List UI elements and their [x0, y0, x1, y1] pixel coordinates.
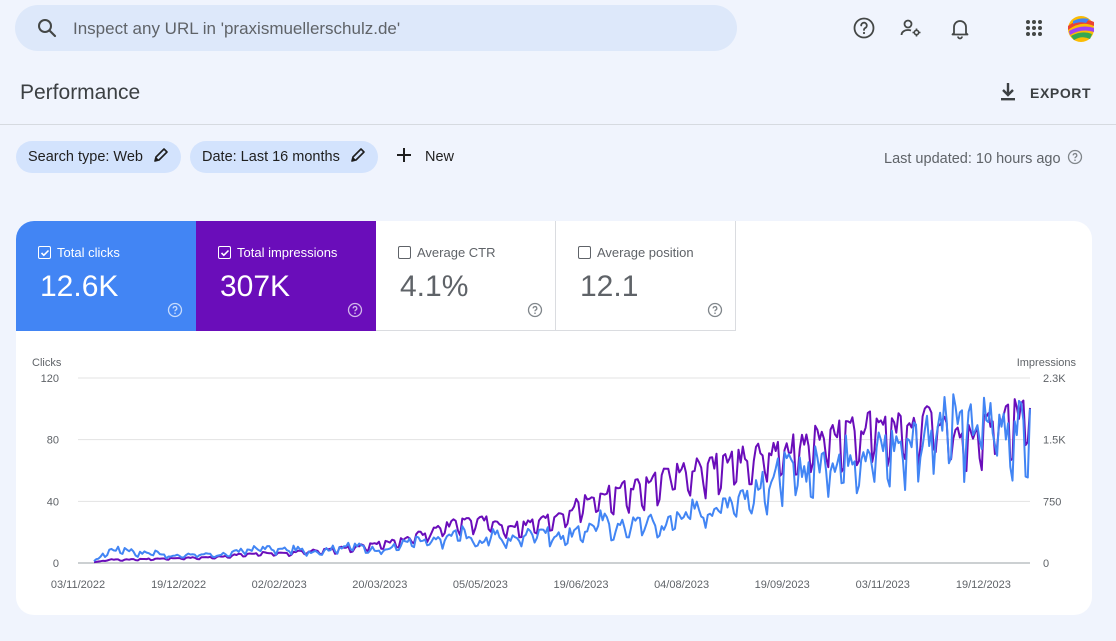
- manage-users-icon[interactable]: [897, 14, 925, 42]
- metric-label: Total clicks: [57, 245, 120, 260]
- plus-icon: [395, 146, 413, 168]
- performance-card: Total clicks 12.6K Total impressions 307…: [16, 221, 1092, 615]
- x-tick-label: 04/08/2023: [654, 579, 709, 591]
- bell-icon[interactable]: [946, 14, 974, 42]
- search-type-label: Search type: Web: [28, 149, 143, 165]
- metric-total-impressions[interactable]: Total impressions 307K: [196, 221, 376, 331]
- x-tick-label: 20/03/2023: [352, 579, 407, 591]
- edit-icon[interactable]: [350, 147, 366, 167]
- checkbox-unchecked[interactable]: [398, 246, 411, 259]
- metric-value: 12.1: [580, 270, 639, 303]
- y2-tick-label: 2.3K: [1043, 373, 1066, 385]
- y2-tick-label: 750: [1043, 496, 1061, 508]
- search-input[interactable]: Inspect any URL in 'praxismuellerschulz.…: [73, 19, 401, 38]
- help-icon[interactable]: [707, 302, 723, 318]
- search-type-chip[interactable]: Search type: Web: [16, 141, 181, 173]
- y-tick-label: 40: [47, 496, 59, 508]
- y-tick-label: 120: [41, 373, 59, 385]
- y-axis-title: Clicks: [32, 357, 62, 369]
- y-tick-label: 80: [47, 435, 59, 447]
- product-logo[interactable]: [1064, 12, 1098, 46]
- edit-icon[interactable]: [153, 147, 169, 167]
- performance-chart[interactable]: Clicks Impressions 0 0 40 750 80 1.5K 120 2.3K 03/…: [16, 221, 1092, 615]
- help-icon[interactable]: [347, 302, 363, 318]
- metric-label: Average position: [597, 245, 694, 260]
- search-bar[interactable]: Inspect any URL in 'praxismuellerschulz.…: [15, 5, 737, 51]
- x-tick-label: 03/11/2022: [51, 579, 105, 591]
- last-updated-text: Last updated: 10 hours ago: [884, 151, 1061, 167]
- checkbox-checked[interactable]: [218, 246, 231, 259]
- y2-tick-label: 0: [1043, 558, 1049, 570]
- x-tick-label: 19/06/2023: [553, 579, 608, 591]
- export-label: EXPORT: [1030, 85, 1092, 101]
- help-icon[interactable]: [527, 302, 543, 318]
- apps-grid-icon[interactable]: [1020, 14, 1048, 42]
- x-tick-label: 19/12/2023: [956, 579, 1011, 591]
- page-title: Performance: [20, 81, 141, 104]
- metric-value: 12.6K: [40, 270, 119, 303]
- date-chip[interactable]: Date: Last 16 months: [190, 141, 378, 173]
- x-tick-label: 03/11/2023: [856, 579, 910, 591]
- y2-tick-label: 1.5K: [1043, 435, 1066, 447]
- x-tick-label: 19/12/2022: [151, 579, 206, 591]
- help-icon[interactable]: [1067, 149, 1083, 169]
- x-tick-label: 02/02/2023: [252, 579, 307, 591]
- metric-average-ctr[interactable]: Average CTR 4.1%: [376, 221, 556, 331]
- search-icon[interactable]: [35, 16, 59, 40]
- export-button[interactable]: EXPORT: [996, 78, 1091, 108]
- new-filter-button[interactable]: New: [395, 145, 454, 169]
- metric-value: 4.1%: [400, 270, 469, 303]
- help-icon[interactable]: [167, 302, 183, 318]
- y2-axis-title: Impressions: [1017, 357, 1077, 369]
- checkbox-unchecked[interactable]: [578, 246, 591, 259]
- metric-label: Average CTR: [417, 245, 496, 260]
- last-updated: Last updated: 10 hours ago: [884, 149, 1083, 169]
- metric-value: 307K: [220, 270, 291, 303]
- series-line-clicks: [93, 393, 1031, 562]
- header-divider: [0, 124, 1116, 125]
- metric-total-clicks[interactable]: Total clicks 12.6K: [16, 221, 196, 331]
- checkbox-checked[interactable]: [38, 246, 51, 259]
- help-icon[interactable]: [850, 14, 878, 42]
- metric-average-position[interactable]: Average position 12.1: [556, 221, 736, 331]
- new-label: New: [425, 149, 455, 165]
- download-icon: [996, 80, 1020, 107]
- series-line-impressions: [93, 398, 1031, 564]
- metric-label: Total impressions: [237, 245, 338, 260]
- date-label: Date: Last 16 months: [202, 149, 340, 165]
- y-tick-label: 0: [53, 558, 59, 570]
- x-tick-label: 19/09/2023: [755, 579, 810, 591]
- x-tick-label: 05/05/2023: [453, 579, 508, 591]
